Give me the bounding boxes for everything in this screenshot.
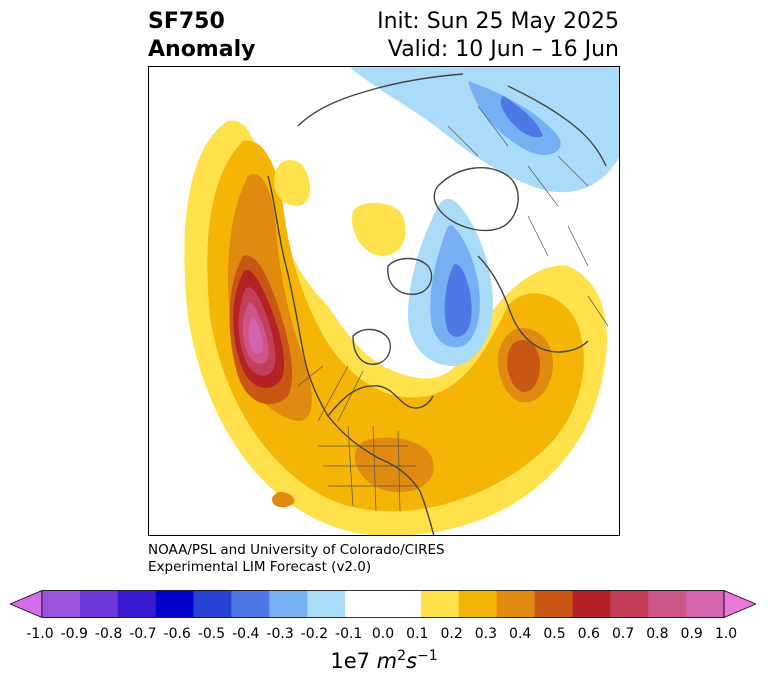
colorbar-tick-label: -0.1 <box>335 626 363 642</box>
colorbar-tick-label: 0.8 <box>646 626 669 642</box>
unit-base: 1e7 <box>330 649 370 673</box>
colorbar-swatch <box>42 590 81 618</box>
unit-m-exponent: 2 <box>397 648 407 664</box>
colorbar-under-arrow <box>10 590 43 618</box>
credit-text: NOAA/PSL and University of Colorado/CIRE… <box>148 542 445 576</box>
unit-s: s <box>406 649 418 673</box>
colorbar-unit-label: 1e7 m2s−1 <box>0 648 768 673</box>
credit-line-2: Experimental LIM Forecast (v2.0) <box>148 559 372 575</box>
colorbar-tick-label: 0.9 <box>680 626 703 642</box>
colorbar-swatch <box>193 590 232 618</box>
colorbar-swatch <box>458 590 498 618</box>
colorbar-tick-label: -0.3 <box>266 626 294 642</box>
colorbar-swatch <box>269 590 308 618</box>
colorbar-swatch <box>534 590 573 618</box>
colorbar-swatch <box>648 590 687 618</box>
colorbar-swatch <box>383 590 422 618</box>
colorbar-tick-label: -0.7 <box>129 626 157 642</box>
colorbar-tick-label: -1.0 <box>26 626 54 642</box>
unit-s-exponent: −1 <box>417 648 438 664</box>
colorbar-swatch <box>155 590 194 618</box>
colorbar-tick-label: 0.2 <box>440 626 463 642</box>
colorbar <box>10 590 756 618</box>
colorbar-tick-label: 0.7 <box>611 626 635 642</box>
colorbar-swatch <box>231 590 270 618</box>
colorbar-tick-label: 0.5 <box>543 626 566 642</box>
unit-m: m <box>376 649 398 673</box>
colorbar-swatch <box>686 590 725 618</box>
colorbar-tick-label: 0.0 <box>371 626 395 642</box>
credit-line-1: NOAA/PSL and University of Colorado/CIRE… <box>148 542 445 558</box>
colorbar-tick-label: -0.8 <box>94 626 123 642</box>
variable-name: SF750 <box>148 9 225 34</box>
init-date: Init: Sun 25 May 2025 <box>377 9 619 34</box>
field-name: Anomaly <box>148 37 256 62</box>
colorbar-tick-label: 0.3 <box>474 626 498 642</box>
valid-date: Valid: 10 Jun – 16 Jun <box>387 37 619 62</box>
colorbar-over-arrow <box>723 590 756 618</box>
colorbar-tick-label: 1.0 <box>714 626 738 642</box>
colorbar-swatch <box>420 590 460 618</box>
colorbar-ticks: -1.0 -0.9 -0.8 -0.7 -0.6 -0.5 -0.4 -0.3 -0.2 -0.1… <box>0 626 768 646</box>
colorbar-swatch <box>307 590 346 618</box>
colorbar-swatch <box>572 590 611 618</box>
colorbar-tick-label: 0.4 <box>509 626 532 642</box>
map-title: SF750 Anomaly <box>148 8 255 64</box>
colorbar-tick-label: -0.4 <box>232 626 260 642</box>
colorbar-tick-label: 0.1 <box>406 626 429 642</box>
colorbar-tick-label: -0.9 <box>60 626 88 642</box>
anomaly-field <box>184 66 620 536</box>
colorbar-swatch <box>345 590 384 618</box>
polar-map <box>148 66 620 536</box>
colorbar-tick-label: -0.2 <box>300 626 329 642</box>
colorbar-frame <box>41 590 725 618</box>
colorbar-swatch <box>496 590 535 618</box>
date-info: Init: Sun 25 May 2025 Valid: 10 Jun – 16… <box>377 8 619 64</box>
colorbar-swatch <box>79 590 119 618</box>
colorbar-tick-label: -0.5 <box>197 626 226 642</box>
colorbar-tick-label: -0.6 <box>163 626 191 642</box>
colorbar-swatch <box>117 590 157 618</box>
map-frame <box>148 66 620 536</box>
colorbar-swatch <box>610 590 649 618</box>
colorbar-tick-label: 0.6 <box>577 626 600 642</box>
country-borders <box>297 105 609 512</box>
